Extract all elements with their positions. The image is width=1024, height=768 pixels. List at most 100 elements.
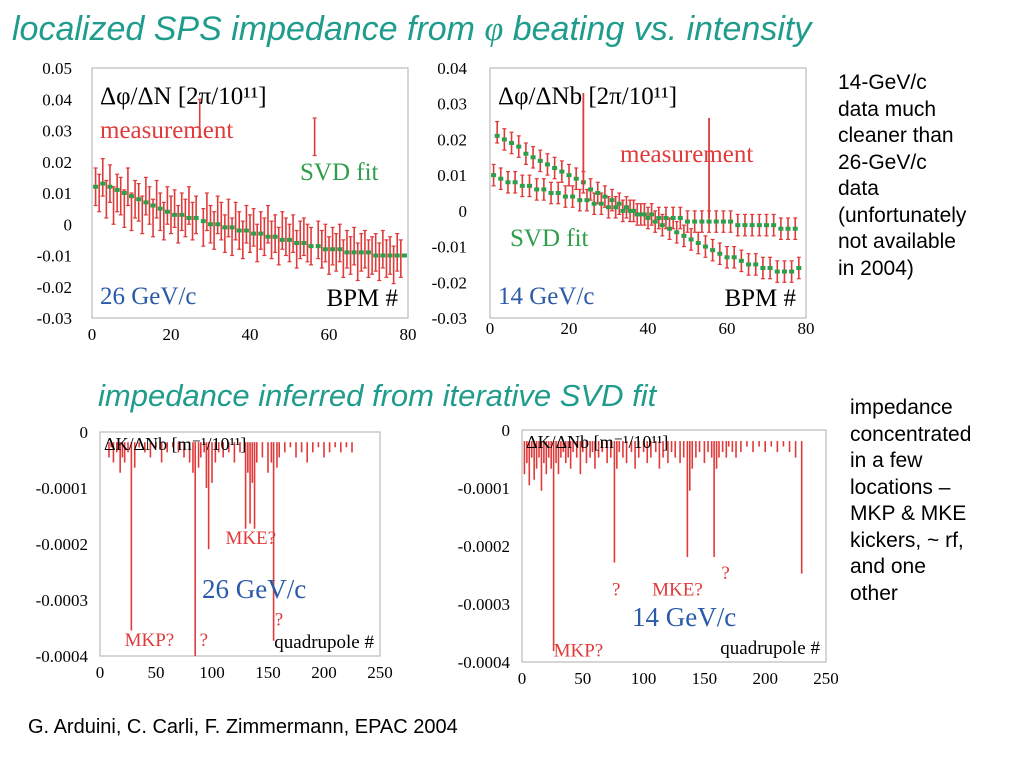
legend-measurement: measurement (620, 141, 753, 168)
fit-point (756, 223, 762, 228)
fit-point (609, 198, 615, 203)
fit-point (559, 169, 565, 174)
x-tick-label: 0 (518, 669, 527, 688)
y-tick-label: 0.01 (42, 184, 72, 203)
title-phi-symbol: φ (484, 11, 504, 48)
y-tick-label: 0.04 (437, 59, 467, 78)
fit-point (287, 237, 292, 242)
y-tick-label: -0.01 (432, 238, 467, 257)
fit-point (767, 266, 773, 270)
fit-point (93, 184, 99, 189)
suspect-label: MKP? (554, 640, 604, 661)
x-tick-label: 200 (752, 669, 778, 688)
title-suffix: beating vs. intensity (503, 10, 812, 48)
x-axis-label: quadrupole # (274, 632, 374, 653)
fit-point (774, 269, 780, 274)
fit-point (512, 180, 518, 185)
fit-point (215, 222, 221, 227)
fit-point (738, 258, 744, 263)
fit-point (294, 241, 300, 245)
suspect-label: MKE? (225, 528, 276, 549)
fit-point (373, 253, 379, 258)
fit-point (552, 166, 558, 170)
fit-point (720, 219, 726, 224)
fit-point (735, 223, 741, 228)
x-tick-label: 100 (199, 663, 225, 682)
fit-point (193, 216, 199, 220)
fit-point (566, 173, 572, 178)
chart-phase14: 0.04 0.03 0.02 0.01 0 -0.01 -0.02 -0.03 0 20 40 60 8… (432, 59, 815, 338)
fit-point (652, 219, 658, 224)
fit-point (107, 184, 113, 189)
fit-point (706, 219, 712, 224)
fit-point (498, 176, 504, 181)
suspect-label: ? (275, 609, 283, 630)
x-tick-label: 60 (321, 325, 338, 344)
x-tick-label: 100 (631, 669, 657, 688)
fit-point (380, 253, 386, 258)
x-tick-label: 250 (367, 663, 393, 682)
fit-point (656, 216, 662, 220)
suspect-label: ? (200, 630, 208, 651)
plot-frame (521, 429, 827, 663)
fit-point (677, 216, 683, 220)
chart-phase26: 0.05 0.04 0.03 0.02 0.01 0 -0.01 -0.02 -0.03 0 20 4… (37, 59, 417, 344)
fit-point (208, 222, 213, 227)
fit-point (251, 231, 257, 236)
y-tick-label: -0.0002 (36, 535, 88, 554)
fit-point (186, 216, 192, 220)
x-tick-label: 0 (88, 325, 97, 344)
fit-point (613, 205, 619, 210)
fit-point (681, 233, 687, 238)
fit-point (519, 183, 525, 188)
x-tick-label: 150 (255, 663, 281, 682)
fit-point (731, 255, 737, 260)
suspect-label: MKE? (652, 580, 703, 601)
fit-point (258, 231, 264, 236)
fit-point (322, 247, 328, 252)
fit-point (598, 201, 604, 206)
chart-imp26: 0 -0.0001 -0.0002 -0.0003 -0.0004 0 50 100 150 20… (36, 423, 393, 682)
fit-point (724, 255, 730, 260)
fit-point (534, 187, 540, 192)
y-axis-label: Δφ/ΔNb [2π/10¹¹] (498, 83, 677, 110)
fit-point (351, 250, 357, 255)
x-axis-label: BPM # (724, 285, 796, 312)
x-tick-label: 50 (148, 663, 165, 682)
x-tick-label: 200 (311, 663, 337, 682)
fit-point (573, 176, 579, 181)
fit-point (401, 253, 407, 258)
fit-point (778, 226, 784, 231)
fit-point (315, 244, 321, 249)
y-tick-label: 0.04 (42, 90, 72, 109)
x-tick-label: 60 (719, 319, 736, 338)
x-tick-label: 0 (96, 663, 105, 682)
y-tick-label: -0.02 (432, 273, 467, 292)
energy-label: 26 GeV/c (202, 574, 306, 604)
fit-point (616, 201, 622, 206)
legend-svd-fit: SVD fit (510, 225, 589, 252)
fit-point (663, 216, 669, 220)
fit-point (670, 216, 676, 220)
fit-point (627, 208, 633, 213)
fit-point (164, 209, 170, 214)
fit-point (337, 247, 343, 252)
fit-point (143, 200, 149, 205)
fit-point (760, 266, 766, 270)
fit-point (771, 223, 777, 228)
y-axis-label: ΔK/ΔNb [m⁻¹/10¹¹] (526, 432, 668, 452)
plot-frame (91, 67, 409, 319)
y-tick-label: -0.0003 (458, 595, 510, 614)
fit-point (674, 230, 680, 235)
note-impedance: impedance concentrated in a few location… (850, 396, 972, 605)
suspect-label: ? (721, 563, 729, 584)
energy-label: 26 GeV/c (100, 283, 197, 310)
x-axis-label: quadrupole # (720, 638, 820, 659)
fit-point (631, 208, 637, 213)
fit-point (358, 250, 364, 255)
fit-point (606, 205, 611, 210)
fit-point (717, 251, 723, 256)
fit-point (548, 191, 554, 195)
fit-point (491, 173, 497, 178)
